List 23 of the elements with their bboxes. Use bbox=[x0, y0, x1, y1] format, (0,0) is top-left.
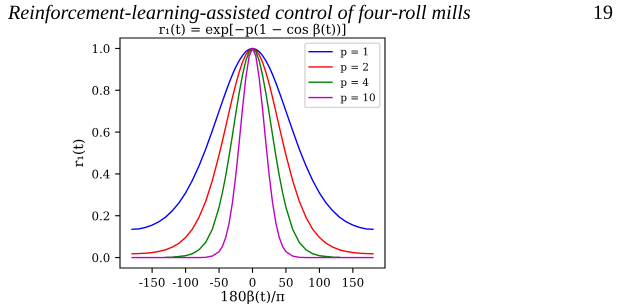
y-axis-title: r₁(t) bbox=[72, 140, 86, 167]
legend-label: p = 2 bbox=[340, 62, 368, 73]
y-tick-label: 0.2 bbox=[92, 211, 110, 220]
chart-title: r₁(t) = exp[−p(1 − cos β(t))] bbox=[159, 24, 346, 37]
y-tick-label: 0.4 bbox=[92, 170, 110, 179]
text: 19 bbox=[594, 6, 612, 20]
legend-label: p = 1 bbox=[340, 48, 368, 58]
y-tick-label: 1.0 bbox=[92, 44, 110, 54]
y-tick-label: 0.6 bbox=[92, 128, 110, 137]
text: Reinforcement-learning-assisted control of four-roll mills bbox=[8, 4, 470, 24]
x-tick-label: 50 bbox=[279, 278, 293, 287]
x-tick-label: -50 bbox=[210, 278, 228, 287]
y-tick-label: 0.8 bbox=[92, 86, 110, 95]
x-tick-label: -150 bbox=[139, 278, 165, 287]
y-tick-label: 0.0 bbox=[92, 253, 110, 262]
x-tick-label: -100 bbox=[172, 278, 198, 287]
x-tick-label: 100 bbox=[310, 278, 330, 287]
legend-label: p = 4 bbox=[340, 78, 368, 88]
x-tick-label: 150 bbox=[343, 278, 364, 287]
x-axis-title: 180β(t)/π bbox=[222, 290, 284, 304]
line-series bbox=[164, 48, 340, 258]
legend-label: p = 10 bbox=[340, 93, 375, 104]
x-tick-label: 0 bbox=[250, 278, 256, 287]
